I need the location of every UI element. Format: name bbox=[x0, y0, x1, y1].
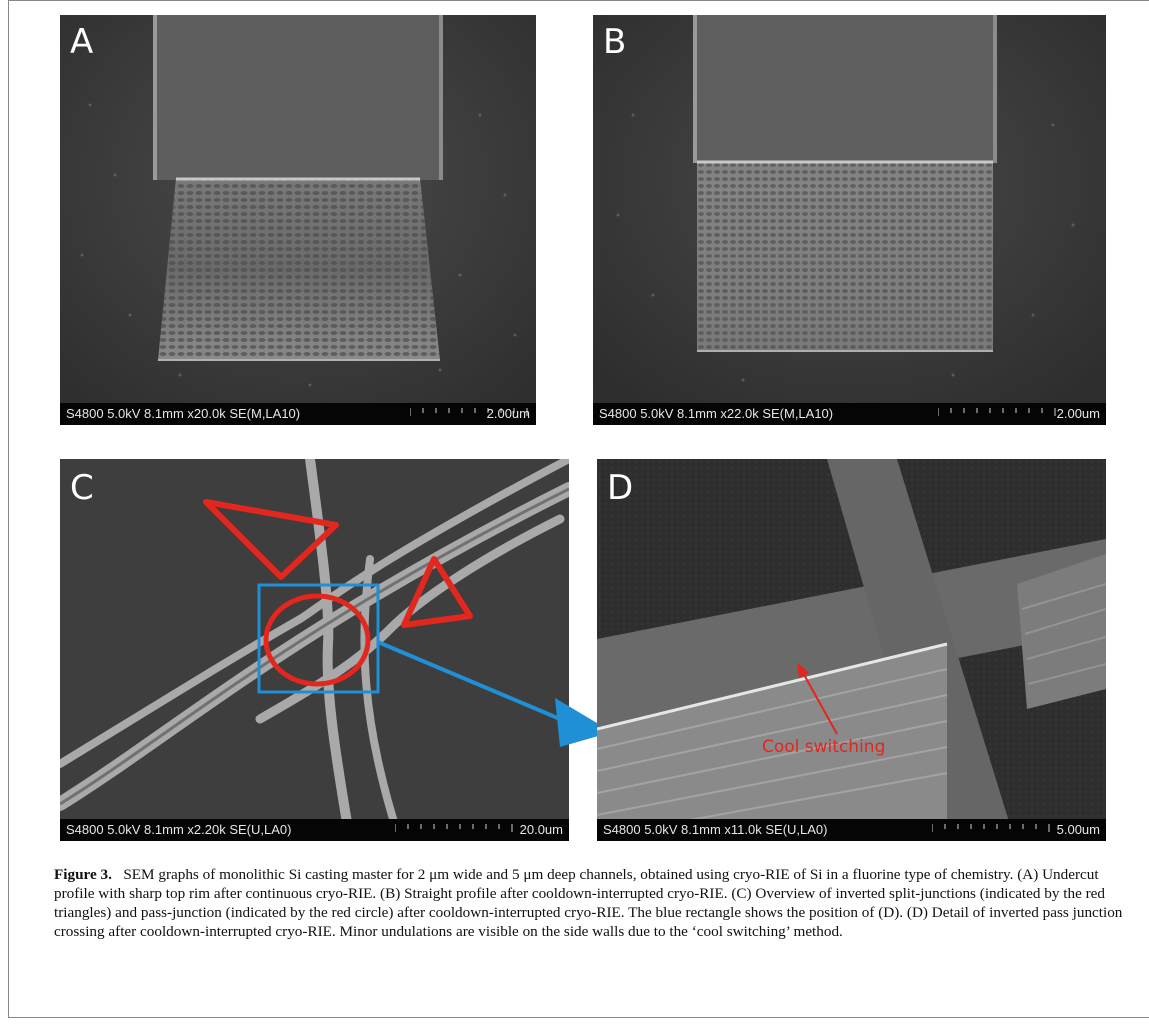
figure-caption: Figure 3. SEM graphs of monolithic Si ca… bbox=[54, 865, 1139, 941]
scale-ticks-c bbox=[395, 824, 513, 832]
cool-switching-annotation: Cool switching bbox=[762, 737, 886, 757]
page-top-rule bbox=[8, 0, 1149, 1]
scale-value-d: 5.00um bbox=[1056, 822, 1100, 837]
sem-panel-a: A S4800 5.0kV 8.1mm x20.0k SE(M,LA10) 2.… bbox=[60, 15, 536, 425]
sem-info-c: S4800 5.0kV 8.1mm x2.20k SE(U,LA0) bbox=[66, 822, 292, 837]
panel-label-b: B bbox=[603, 22, 627, 62]
scale-value-b: 2.00um bbox=[1056, 406, 1100, 421]
sem-image-c bbox=[60, 459, 569, 841]
sem-info-a: S4800 5.0kV 8.1mm x20.0k SE(M,LA10) bbox=[66, 406, 301, 421]
figure-caption-label: Figure 3. bbox=[54, 866, 112, 883]
figure-caption-text: SEM graphs of monolithic Si casting mast… bbox=[54, 866, 1123, 940]
sem-image-a bbox=[60, 15, 536, 425]
sem-info-bar-b: S4800 5.0kV 8.1mm x22.0k SE(M,LA10) 2.00… bbox=[593, 403, 1106, 425]
sem-image-b bbox=[593, 15, 1106, 425]
scale-ticks-d bbox=[932, 824, 1050, 832]
scale-value-a: 2.00um bbox=[486, 406, 530, 421]
scale-ticks-a bbox=[410, 408, 528, 416]
scale-ticks-b bbox=[938, 408, 1056, 416]
panel-label-c: C bbox=[70, 468, 94, 508]
sem-info-b: S4800 5.0kV 8.1mm x22.0k SE(M,LA10) bbox=[599, 406, 834, 421]
panel-label-a: A bbox=[70, 22, 94, 62]
scale-value-c: 20.0um bbox=[519, 822, 563, 837]
sem-info-bar-a: S4800 5.0kV 8.1mm x20.0k SE(M,LA10) 2.00… bbox=[60, 403, 536, 425]
panel-label-d: D bbox=[607, 468, 634, 508]
sem-panel-c: C S4800 5.0kV 8.1mm x2.20k SE(U,LA0) 20.… bbox=[60, 459, 569, 841]
sem-panel-d: D Cool switching S4800 5.0kV 8.1mm x11.0… bbox=[597, 459, 1106, 841]
sem-info-bar-d: S4800 5.0kV 8.1mm x11.0k SE(U,LA0) 5.00u… bbox=[597, 819, 1106, 841]
sem-image-d bbox=[597, 459, 1106, 841]
sem-panel-b: B S4800 5.0kV 8.1mm x22.0k SE(M,LA10) 2.… bbox=[593, 15, 1106, 425]
sem-info-bar-c: S4800 5.0kV 8.1mm x2.20k SE(U,LA0) 20.0u… bbox=[60, 819, 569, 841]
figure-frame bbox=[8, 0, 1149, 1018]
sem-info-d: S4800 5.0kV 8.1mm x11.0k SE(U,LA0) bbox=[603, 822, 828, 837]
